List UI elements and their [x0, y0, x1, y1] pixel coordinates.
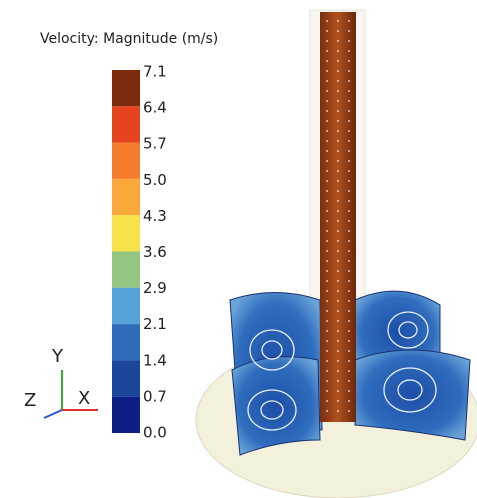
colorbar-tick-label: 6.4 — [143, 99, 167, 117]
axis-triad: Y Z X — [24, 346, 98, 418]
colorbar-tick-label: 2.9 — [143, 279, 167, 297]
legend-title: Velocity: Magnitude (m/s) — [40, 31, 218, 47]
colorbar-tick-label: 2.1 — [143, 315, 167, 333]
render — [196, 10, 477, 498]
colorbar — [112, 70, 140, 433]
colorbar-tick-label: 3.6 — [143, 243, 167, 261]
colorbar-tick-label: 5.7 — [143, 135, 167, 153]
axis-label-y: Y — [51, 346, 64, 367]
colorbar-tick-label: 4.3 — [143, 207, 167, 225]
colorbar-tick-label: 5.0 — [143, 171, 167, 189]
colorbar-tick-label: 0.7 — [143, 387, 167, 405]
axis-label-x: X — [78, 388, 90, 409]
screen: Velocity: Magnitude (m/s) 7.1 6.4 5.7 5.0 4.… — [0, 0, 477, 498]
colorbar-tick-label: 1.4 — [143, 351, 167, 369]
blade — [232, 357, 320, 455]
colorbar-tick-label: 7.1 — [143, 63, 167, 81]
blade — [355, 350, 470, 440]
colorbar-tick-label: 0.0 — [143, 424, 167, 442]
axis-label-z: Z — [24, 390, 36, 411]
